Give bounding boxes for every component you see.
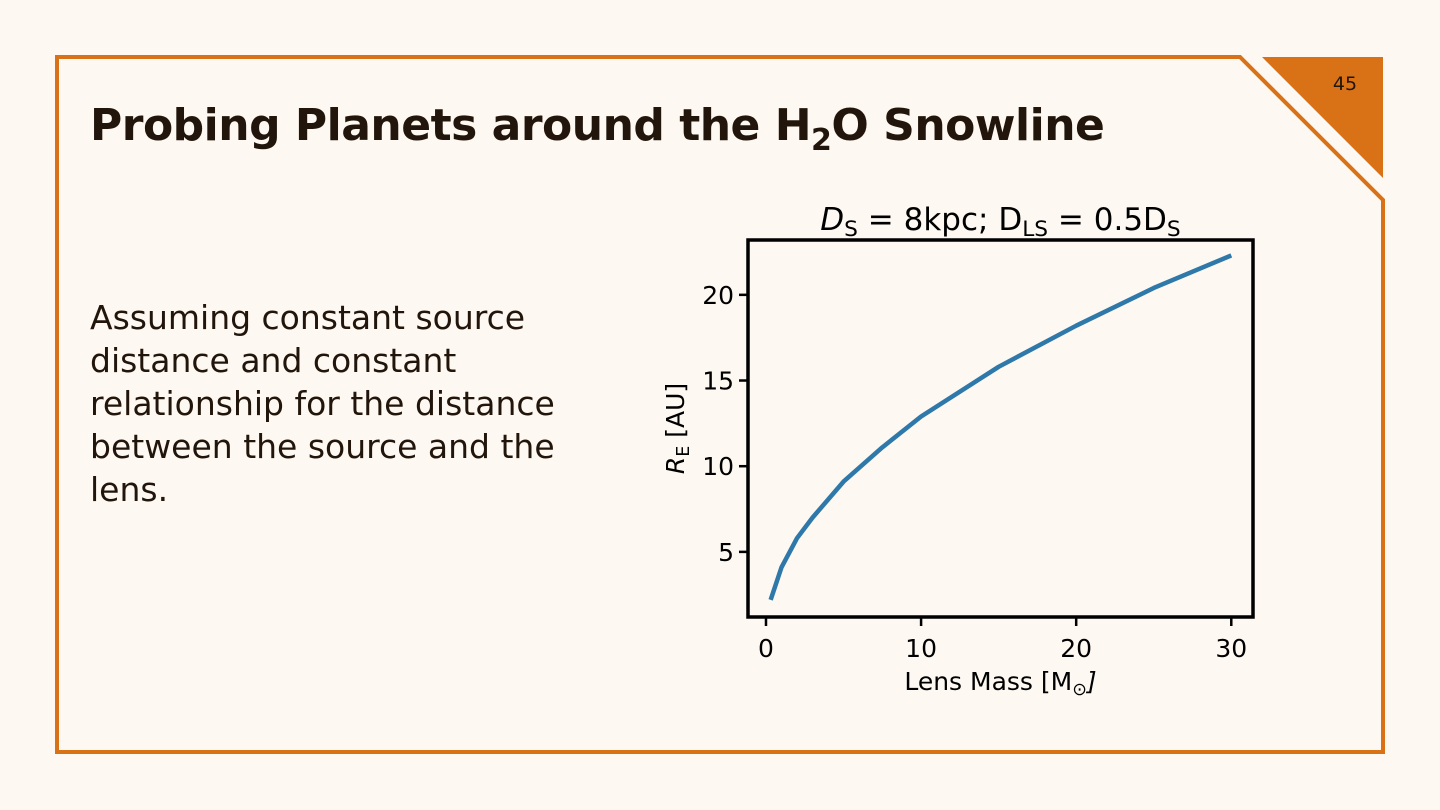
page-number: 45 — [1333, 73, 1357, 95]
chart-title-part: S — [844, 217, 858, 242]
x-axis-label-part: ] — [1086, 667, 1097, 696]
title-part: O Snowline — [831, 100, 1105, 151]
data-line — [768, 253, 1233, 601]
y-axis-label-part: R — [661, 457, 690, 474]
chart-title-part: D — [820, 202, 844, 238]
y-tick-label: 5 — [718, 538, 734, 567]
title-part: 2 — [811, 123, 832, 158]
chart-title-part: = 0.5D — [1048, 202, 1167, 238]
chart-title-part: = 8kpc; D — [858, 202, 1022, 238]
y-tick-label: 20 — [702, 281, 734, 310]
y-axis-label-part: E — [674, 446, 694, 457]
x-tick-label: 20 — [1060, 634, 1092, 663]
y-axis-label: RE [AU] — [661, 383, 694, 474]
corner — [1262, 57, 1383, 178]
x-tick-label: 0 — [758, 634, 774, 663]
y-tick-label: 15 — [702, 367, 734, 396]
chart-title-part: LS — [1022, 217, 1048, 242]
plot-frame — [746, 238, 1255, 619]
x-axis-label-part: Lens Mass [M — [904, 667, 1072, 696]
y-tick-label: 10 — [702, 452, 734, 481]
chart-title-part: S — [1167, 217, 1181, 242]
x-tick-label: 30 — [1215, 634, 1247, 663]
frame — [55, 55, 1385, 754]
chart-title: DS = 8kpc; DLS = 0.5DS — [820, 202, 1180, 242]
y-axis-label-part: [AU] — [661, 383, 690, 446]
x-tick-label: 10 — [905, 634, 937, 663]
x-axis-label-part: ⊙ — [1072, 680, 1087, 700]
title-part: Probing Planets around the H — [90, 100, 812, 151]
slide-title: Probing Planets around the H2O Snowline — [90, 100, 1105, 156]
body-text: Assuming constant source distance and co… — [90, 298, 555, 509]
x-axis-label: Lens Mass [M⊙] — [904, 667, 1096, 700]
